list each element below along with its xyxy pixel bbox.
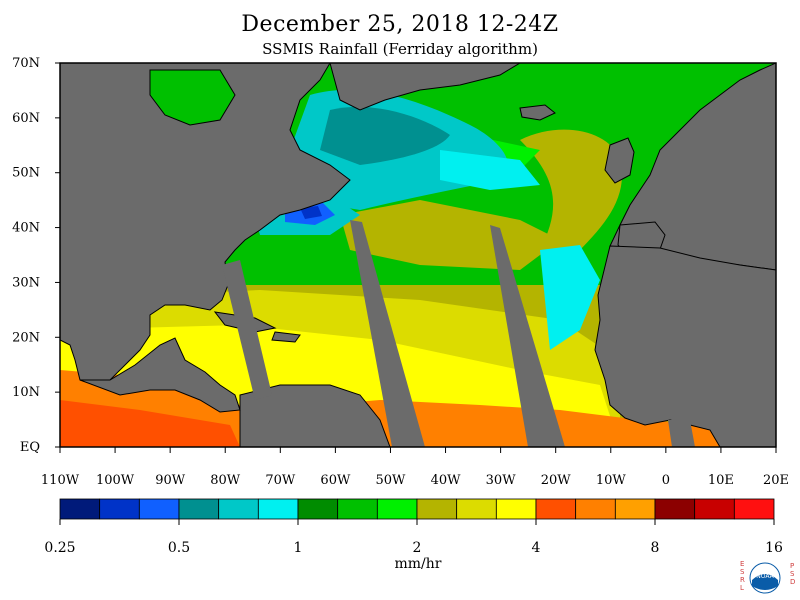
colorbar-swatch: [416, 498, 458, 520]
lon-label: 80W: [210, 473, 241, 488]
lon-label: 30W: [486, 473, 517, 488]
lon-label: 10E: [708, 473, 734, 488]
colorbar-swatch: [694, 498, 735, 520]
colorbar-swatch: [297, 498, 339, 520]
lat-label: 40N: [12, 221, 40, 236]
colorbar-tick-label: 0.5: [168, 540, 190, 556]
lon-label: 70W: [265, 473, 296, 488]
colorbar-swatch: [138, 498, 180, 520]
lon-label: 110W: [41, 473, 80, 488]
colorbar-swatch: [456, 498, 497, 520]
lon-label: 90W: [155, 473, 186, 488]
lon-label: 0: [662, 473, 670, 488]
colorbar-swatch: [257, 498, 299, 520]
colorbar-tick-label: 16: [765, 540, 783, 556]
lon-label: 50W: [376, 473, 407, 488]
latitude-axis: 70N 60N 50N 40N 30N 20N 10N EQ: [12, 56, 60, 455]
colorbar-units: mm/hr: [395, 556, 442, 572]
land-masses: [60, 63, 776, 447]
colorbar-swatch: [614, 498, 656, 520]
colorbar-swatch: [575, 498, 616, 520]
colorbar-swatch: [59, 498, 101, 520]
colorbar-swatch: [495, 498, 537, 520]
lat-label: 70N: [12, 56, 40, 71]
colorbar-tick-label: 0.25: [44, 540, 75, 556]
rainfall-field: [60, 63, 776, 447]
lon-label: 20W: [541, 473, 572, 488]
longitude-axis: 110W 100W 90W 80W 70W 60W 50W 40W 30W 20W 10W 0 10E 2…: [41, 447, 789, 488]
colorbar-tick-label: 8: [651, 540, 660, 556]
colorbar-swatch: [337, 498, 378, 520]
lat-label: 50N: [12, 166, 40, 181]
colorbar-swatch: [178, 498, 220, 520]
swath-gaps: [222, 220, 695, 447]
noaa-wave-icon: [752, 574, 778, 590]
colorbar-tick-label: 2: [413, 540, 422, 556]
colorbar-swatch: [99, 498, 140, 520]
lat-label: EQ: [20, 440, 40, 455]
lon-label: 40W: [431, 473, 462, 488]
lon-label: 20E: [763, 473, 789, 488]
colorbar-tick-label: 4: [532, 540, 541, 556]
map-frame: [59, 62, 777, 448]
colorbar: 0.25 0.5 1 2 4 8 16: [44, 498, 783, 556]
lon-label: 60W: [320, 473, 351, 488]
colorbar-swatch: [376, 498, 418, 520]
colorbar-swatch: [218, 498, 259, 520]
map-title: December 25, 2018 12-24Z: [241, 12, 559, 37]
colorbar-tick-label: 1: [294, 540, 303, 556]
colorbar-swatch: [535, 498, 577, 520]
noaa-emblem-text: NOAA: [756, 573, 774, 580]
lon-label: 10W: [596, 473, 627, 488]
colorbar-swatch: [654, 498, 696, 520]
lon-label: 100W: [96, 473, 135, 488]
lat-label: 60N: [12, 111, 40, 126]
lat-label: 30N: [12, 275, 40, 290]
colorbar-swatch: [733, 498, 775, 520]
lat-label: 10N: [12, 385, 40, 400]
lat-label: 20N: [12, 330, 40, 345]
map-subtitle: SSMIS Rainfall (Ferriday algorithm): [262, 40, 538, 58]
